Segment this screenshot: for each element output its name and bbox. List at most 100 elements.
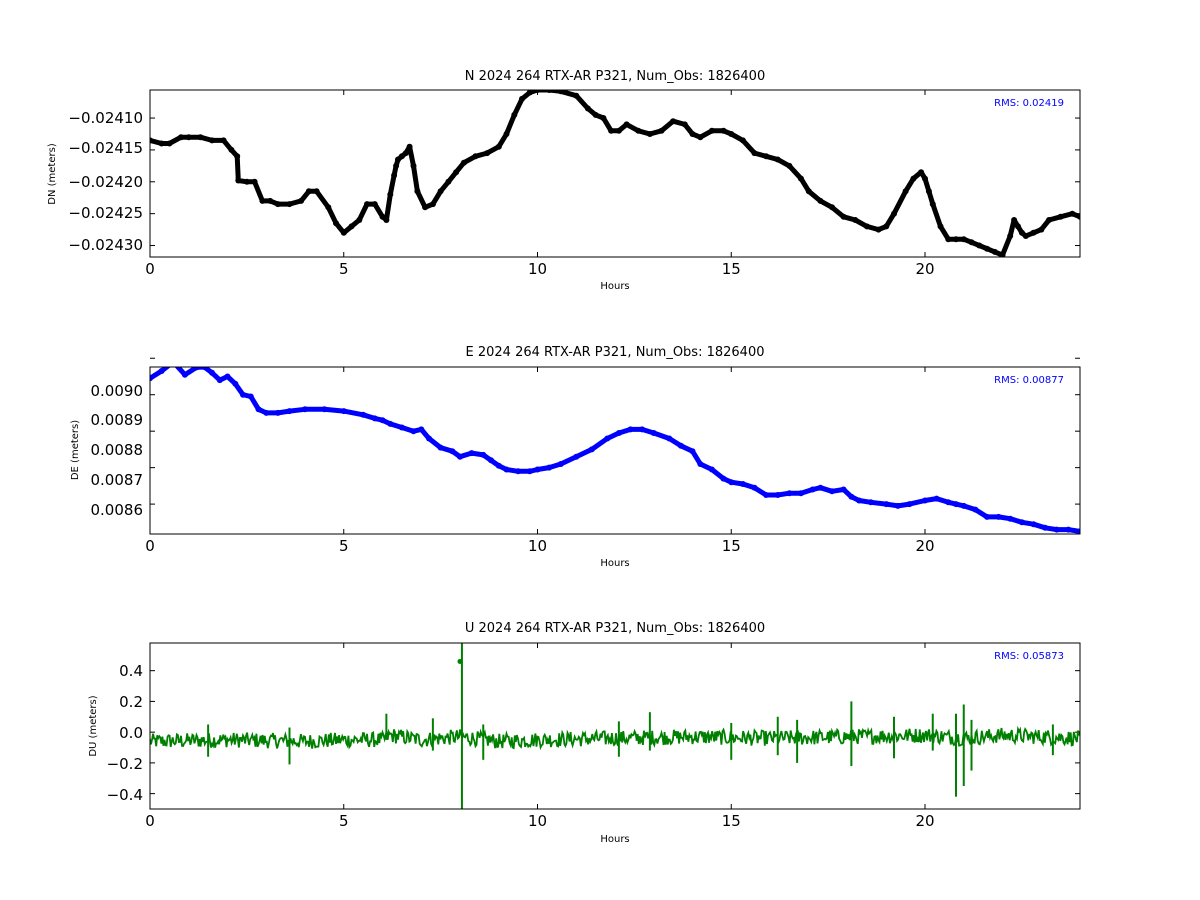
data-point [863,223,870,230]
data-point [484,150,491,157]
data-point [600,115,607,121]
panel-east: E 2024 264 RTX-AR P321, Num_Obs: 1826400… [70,345,1081,569]
data-point [937,223,944,230]
data-point [953,236,959,243]
data-point [429,201,436,208]
data-point [534,466,541,473]
x-tick-label: 0 [145,812,155,830]
data-point [150,137,153,144]
data-point [557,461,564,467]
data-point [739,481,746,487]
data-point [875,226,882,233]
y-tick-label: −0.02425 [68,204,143,222]
data-point [1030,521,1037,528]
data-point [708,466,715,473]
data-point [526,90,533,96]
data-point [677,442,684,449]
data-point [960,236,967,243]
data-point [805,188,812,195]
data-point [468,450,475,457]
data-point [557,90,564,95]
x-tick-labels: 0 5 10 15 20 [145,260,934,278]
x-tick-label: 20 [915,260,934,278]
data-point [526,468,533,475]
y-tick-label: −0.4 [107,786,143,804]
x-tick-labels: 0 5 10 15 20 [145,537,934,555]
y-tick-label: 0.0090 [91,382,144,400]
x-tick-label: 0 [145,260,155,278]
data-point [457,658,463,664]
data-point [511,111,518,118]
data-point [933,495,940,502]
data-point [953,501,959,508]
data-point [798,490,804,497]
data-point [220,137,227,144]
data-point [666,435,673,442]
data-point [817,197,824,204]
data-point [286,408,293,415]
y-tick-labels: 0.0090 0.0089 0.0088 0.0087 0.0086 [91,382,144,519]
data-point [274,201,281,208]
data-point [763,153,770,160]
data-point [646,131,653,137]
data-point [379,417,386,424]
data-point [573,92,580,99]
data-point [786,162,793,169]
data-point [228,146,235,153]
data-point [298,197,305,204]
data-point [627,426,634,433]
data-point [1077,213,1080,220]
data-point [267,197,274,204]
x-tick-label: 10 [528,812,547,830]
x-tick-label: 15 [722,260,741,278]
data-point [422,204,429,211]
data-point [495,143,502,150]
x-axis-label: Hours [600,834,629,845]
data-point [356,217,363,223]
data-point [852,217,859,223]
data-point [1022,233,1029,239]
y-tick-label: −0.02430 [68,236,143,254]
data-point [739,137,746,144]
data-point [383,217,390,223]
data-point [894,502,901,509]
data-point [503,466,510,473]
data-point [763,492,770,498]
data-point [848,493,855,500]
y-tick-label: −0.2 [107,755,143,773]
data-point [178,134,184,141]
data-point [313,188,320,195]
data-point [573,453,580,460]
data-point [1053,526,1060,533]
data-point [840,213,847,220]
data-point [387,191,394,198]
y-axis-label: DN (meters) [47,143,58,205]
chart-title: E 2024 264 RTX-AR P321, Num_Obs: 1826400 [466,345,765,360]
data-point [991,248,998,255]
data-point [158,140,165,147]
data-point [604,435,611,442]
data-point [371,201,378,208]
y-tick-label: 0.0086 [91,501,144,519]
y-tick-label: −0.02415 [68,139,143,157]
data-point [972,506,979,513]
x-axis-label: Hours [600,558,629,569]
data-point [480,451,487,458]
x-tick-label: 0 [145,537,155,555]
x-axis-label: Hours [600,281,629,292]
data-point [321,406,328,413]
data-point [999,252,1006,257]
data-point [364,201,370,208]
data-series [150,367,1080,534]
data-point [728,131,735,137]
data-point [158,368,165,374]
data-point [883,223,890,230]
data-point [515,468,522,475]
data-point [984,513,990,520]
data-point [453,169,460,176]
data-point [856,497,863,504]
data-point [216,377,223,384]
data-point [918,169,925,176]
data-point [728,479,735,486]
rms-annotation: RMS: 0.00877 [994,375,1064,386]
